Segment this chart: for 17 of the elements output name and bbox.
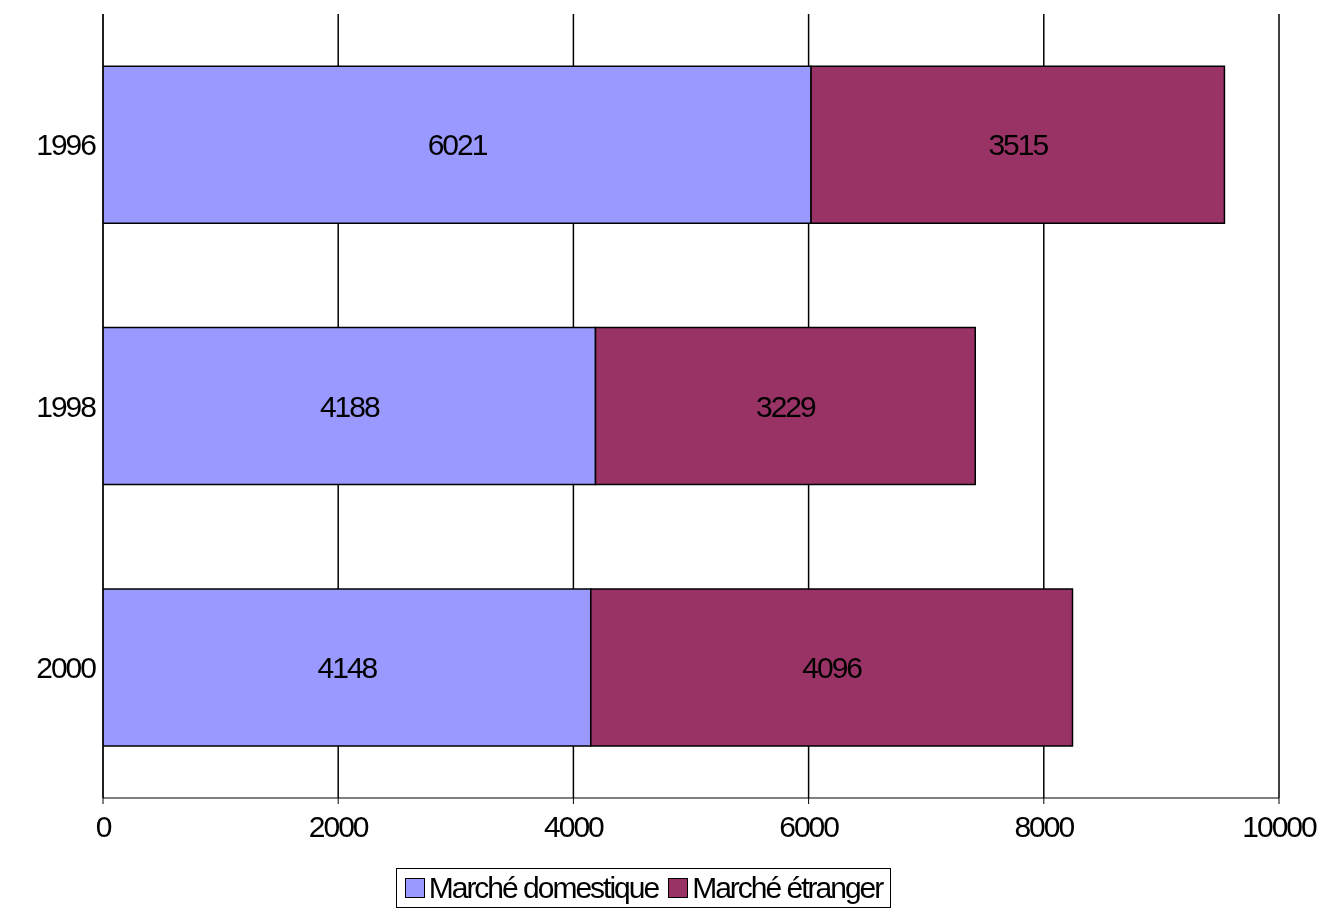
x-tick-label: 0 [95, 810, 112, 844]
data-label: 3229 [756, 389, 817, 423]
data-label: 4096 [802, 651, 863, 685]
data-label: 4188 [319, 389, 380, 423]
x-tick-label: 2000 [308, 810, 369, 844]
legend-label: Marché domestique [428, 871, 659, 905]
y-tick-label: 1998 [36, 389, 97, 423]
data-label: 3515 [988, 128, 1049, 162]
y-tick-label: 2000 [36, 650, 97, 684]
legend-label: Marché étranger [692, 871, 883, 905]
data-label: 6021 [427, 128, 488, 162]
y-tick-label: 1996 [36, 128, 97, 162]
x-tick-label: 6000 [779, 810, 840, 844]
data-label: 4148 [317, 651, 378, 685]
x-tick-label: 8000 [1014, 810, 1075, 844]
x-tick-label: 10000 [1242, 810, 1318, 844]
x-tick-label: 4000 [544, 810, 605, 844]
